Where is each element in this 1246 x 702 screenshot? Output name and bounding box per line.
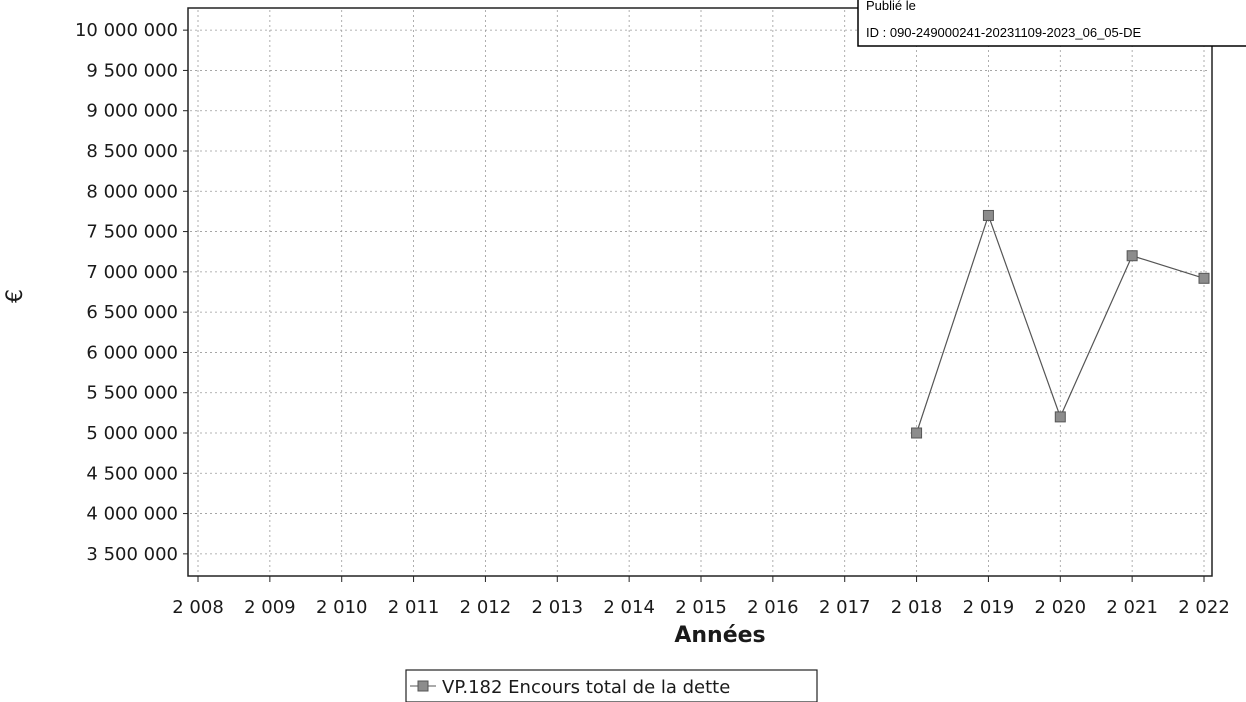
x-axis-ticks: 2 008 2 009 2 010 2 011 2 012 2 013 2 014 2 015…: [172, 576, 1230, 618]
data-point-2020: [1054, 411, 1066, 423]
x-tick-label: 2 010: [316, 597, 368, 618]
y-tick-label: 8 500 000: [86, 141, 178, 162]
y-axis-ticks: 3 500 000 4 000 000 4 500 000 5 000 000 5 50…: [75, 20, 188, 565]
x-tick-label: 2 017: [819, 597, 871, 618]
x-tick-label: 2 022: [1178, 597, 1230, 618]
y-tick-label: 6 000 000: [86, 342, 178, 363]
y-tick-label: 5 000 000: [86, 423, 178, 444]
y-tick-label: 9 000 000: [86, 101, 178, 122]
x-tick-label: 2 016: [747, 597, 799, 618]
series-layer: [911, 209, 1210, 439]
legend-label: VP.182 Encours total de la dette: [442, 677, 730, 698]
plot-area: [187, 7, 1213, 577]
y-axis-title: €: [3, 289, 28, 303]
stamp-line-1: Publié le: [866, 0, 916, 13]
y-tick-label: 6 500 000: [86, 302, 178, 323]
x-tick-label: 2 018: [891, 597, 943, 618]
x-tick-label: 2 014: [603, 597, 655, 618]
y-tick-label: 10 000 000: [75, 20, 178, 41]
y-tick-label: 9 500 000: [86, 60, 178, 81]
data-point-2021: [1126, 250, 1138, 262]
data-point-2018: [911, 427, 923, 439]
stamp-line-2: ID : 090-249000241-20231109-2023_06_05-D…: [866, 25, 1141, 40]
x-tick-label: 2 020: [1035, 597, 1087, 618]
y-tick-label: 7 500 000: [86, 222, 178, 243]
grid-lines: [190, 10, 1210, 574]
x-axis-title: Années: [674, 623, 765, 648]
x-tick-label: 2 019: [963, 597, 1015, 618]
x-tick-label: 2 015: [675, 597, 727, 618]
y-tick-label: 4 000 000: [86, 504, 178, 525]
stamp-box: [857, 0, 1246, 47]
y-tick-label: 4 500 000: [86, 463, 178, 484]
x-tick-label: 2 008: [172, 597, 224, 618]
publication-stamp: Publié le ID : 090-249000241-20231109-20…: [857, 0, 1246, 47]
data-point-2022: [1198, 272, 1210, 284]
y-tick-label: 8 000 000: [86, 181, 178, 202]
data-point-2019: [982, 209, 994, 221]
legend-marker-icon: [417, 680, 429, 692]
x-tick-label: 2 009: [244, 597, 296, 618]
x-tick-label: 2 011: [388, 597, 440, 618]
legend: VP.182 Encours total de la dette: [405, 669, 818, 702]
y-tick-label: 5 500 000: [86, 383, 178, 404]
x-tick-label: 2 013: [532, 597, 584, 618]
x-tick-label: 2 012: [460, 597, 512, 618]
y-tick-label: 3 500 000: [86, 544, 178, 565]
y-tick-label: 7 000 000: [86, 262, 178, 283]
x-tick-label: 2 021: [1106, 597, 1158, 618]
legend-box: [405, 669, 818, 702]
